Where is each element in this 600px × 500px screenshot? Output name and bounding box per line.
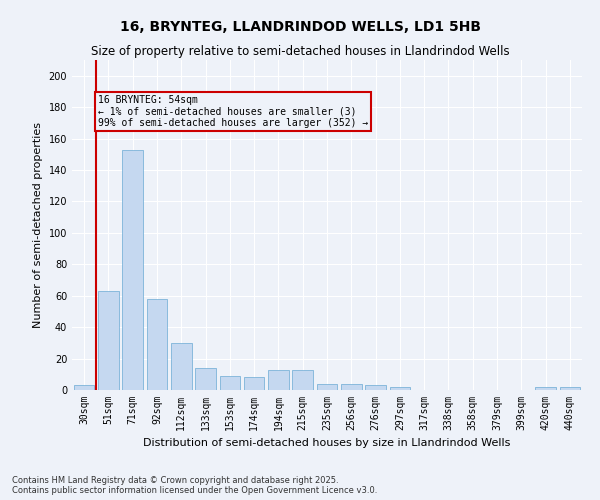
Bar: [292, 370, 313, 390]
Bar: [560, 387, 580, 390]
Bar: [122, 150, 143, 390]
Bar: [365, 386, 386, 390]
Bar: [244, 378, 265, 390]
Bar: [195, 368, 216, 390]
Bar: [341, 384, 362, 390]
Bar: [171, 343, 191, 390]
Text: Size of property relative to semi-detached houses in Llandrindod Wells: Size of property relative to semi-detach…: [91, 45, 509, 58]
Bar: [146, 299, 167, 390]
Bar: [268, 370, 289, 390]
Bar: [98, 291, 119, 390]
Bar: [317, 384, 337, 390]
Text: Contains HM Land Registry data © Crown copyright and database right 2025.
Contai: Contains HM Land Registry data © Crown c…: [12, 476, 377, 495]
Text: 16 BRYNTEG: 54sqm
← 1% of semi-detached houses are smaller (3)
99% of semi-detac: 16 BRYNTEG: 54sqm ← 1% of semi-detached …: [97, 94, 368, 128]
Text: 16, BRYNTEG, LLANDRINDOD WELLS, LD1 5HB: 16, BRYNTEG, LLANDRINDOD WELLS, LD1 5HB: [119, 20, 481, 34]
Bar: [74, 386, 94, 390]
X-axis label: Distribution of semi-detached houses by size in Llandrindod Wells: Distribution of semi-detached houses by …: [143, 438, 511, 448]
Bar: [535, 387, 556, 390]
Bar: [220, 376, 240, 390]
Bar: [389, 387, 410, 390]
Y-axis label: Number of semi-detached properties: Number of semi-detached properties: [33, 122, 43, 328]
